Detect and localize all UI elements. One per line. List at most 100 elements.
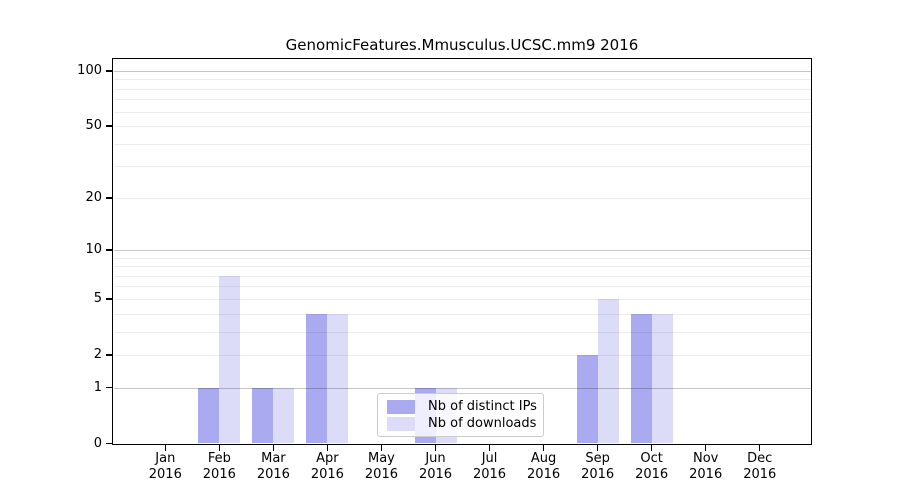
chart-title: GenomicFeatures.Mmusculus.UCSC.mm9 2016 [285,36,639,54]
x-tick-label: Mar 2016 [243,451,303,482]
bar-downloads [651,313,673,444]
x-label-year: 2016 [743,466,777,482]
x-tick-mark [758,445,761,451]
y-tick-label: 2 [93,346,102,362]
y-tick-label: 5 [93,290,102,306]
bar-distinct-ips [576,354,598,444]
x-label-month: Jun [425,451,446,466]
y-tick-label: 100 [77,63,102,78]
x-label-month: Nov [693,451,719,466]
gridline-minor [113,313,811,315]
gridline-minor [113,298,811,300]
bar-downloads [273,387,295,444]
bar-downloads [219,275,241,444]
x-label-year: 2016 [472,466,507,482]
x-tick-label: Feb 2016 [189,451,249,482]
y-tick-label: 0 [93,435,102,451]
x-tick-label: Dec 2016 [730,451,790,482]
y-tick-label: 1 [93,379,102,395]
x-tick-mark [704,445,707,451]
y-tick-mark [106,125,112,127]
gridline-minor [113,166,811,168]
x-label-month: Dec [747,451,773,466]
bar-downloads [597,298,619,444]
y-tick-mark [106,197,112,199]
gridline-minor [113,79,811,81]
gridline-minor [113,331,811,333]
x-tick-label: Aug 2016 [514,451,574,482]
gridline-minor [113,275,811,277]
legend: Nb of distinct IPs Nb of downloads [377,393,544,437]
x-tick-label: Sep 2016 [568,451,628,482]
gridline-minor [113,266,811,268]
x-tick-label: Oct 2016 [622,451,682,482]
y-tick-mark [106,70,112,72]
x-tick-label: Apr 2016 [297,451,357,482]
x-label-month: Jan [155,451,176,466]
x-tick-mark [434,445,437,451]
x-tick-mark [326,445,329,451]
y-tick-label: 10 [85,241,102,257]
x-tick-mark [488,445,491,451]
x-tick-mark [542,445,545,451]
bar-downloads [327,313,349,444]
x-tick-mark [218,445,221,451]
x-label-month: Feb [207,451,231,466]
x-label-month: Sep [585,451,610,466]
x-tick-label: Nov 2016 [676,451,736,482]
gridline-minor [113,88,811,90]
x-label-year: 2016 [635,466,669,482]
y-tick-label: 20 [85,189,102,205]
gridline-minor [113,111,811,113]
gridline-minor [113,126,811,128]
bar-distinct-ips [630,313,652,444]
gridline-minor [113,143,811,145]
gridline-minor [113,286,811,288]
legend-item: Nb of downloads [387,415,537,432]
plot-area [112,57,812,445]
x-label-month: Oct [640,451,663,466]
x-label-year: 2016 [364,466,398,482]
x-label-month: Jul [481,451,498,466]
x-label-month: Mar [261,451,286,466]
x-label-year: 2016 [310,466,344,482]
x-tick-label: Jan 2016 [135,451,195,482]
x-tick-label: May 2016 [351,451,411,482]
x-tick-label: Jul 2016 [460,451,520,482]
y-tick-mark [106,442,112,445]
x-label-month: Apr [316,451,339,466]
gridline-minor [113,99,811,101]
bar-distinct-ips [198,387,220,444]
y-tick-mark [106,249,112,251]
x-label-year: 2016 [418,466,453,482]
legend-swatch [387,416,415,431]
x-label-year: 2016 [689,466,723,482]
gridline-major [113,249,811,251]
x-tick-label: Jun 2016 [406,451,466,482]
y-tick-mark [106,298,112,300]
legend-label: Nb of distinct IPs [428,399,537,414]
legend-label: Nb of downloads [428,416,537,431]
x-tick-mark [380,445,383,451]
x-tick-mark [596,445,599,451]
legend-item: Nb of distinct IPs [387,398,537,415]
gridline-minor [113,257,811,259]
gridline-major [113,387,811,389]
x-label-year: 2016 [202,466,236,482]
y-tick-mark [106,354,112,356]
x-label-year: 2016 [148,466,182,482]
bar-distinct-ips [306,313,328,444]
x-tick-mark [272,445,275,451]
gridline-minor [113,354,811,356]
x-label-year: 2016 [581,466,615,482]
bar-distinct-ips [252,387,274,444]
x-label-month: May [368,451,395,466]
x-label-month: Aug [530,451,557,466]
x-label-year: 2016 [527,466,561,482]
x-tick-mark [650,445,653,451]
legend-swatch [387,399,415,414]
y-tick-mark [106,386,112,389]
x-tick-mark [164,445,167,451]
x-label-year: 2016 [256,466,290,482]
